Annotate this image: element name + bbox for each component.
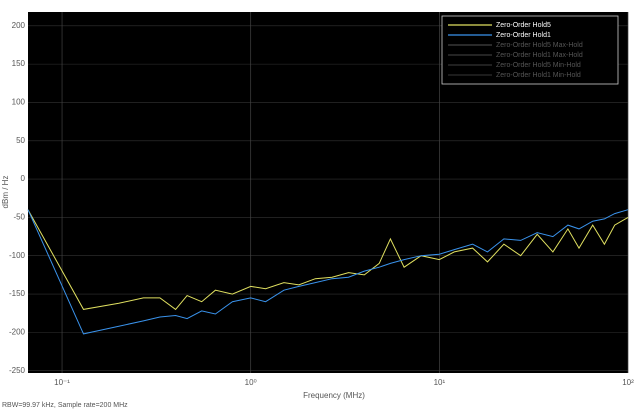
legend-label: Zero-Order Hold1 — [496, 32, 551, 39]
legend-label: Zero-Order Hold5 Max-Hold — [496, 42, 583, 49]
y-tick-label: 0 — [21, 174, 26, 183]
legend: Zero-Order Hold5 Zero-Order Hold1 Zero-Ord… — [441, 15, 619, 85]
y-tick-label: 200 — [12, 21, 26, 30]
legend-label: Zero-Order Hold1 Max-Hold — [496, 52, 583, 59]
y-tick-label: 50 — [16, 136, 25, 145]
y-axis-label: dBm / Hz — [1, 176, 10, 209]
legend-label: Zero-Order Hold5 — [496, 22, 551, 29]
footer: RBW=99.97 kHz, Sample rate=200 MHz — [2, 402, 128, 409]
x-tick-label: 10¹ — [434, 378, 446, 387]
x-tick-label: 10² — [622, 378, 634, 387]
x-tick-label: 10⁰ — [245, 378, 257, 387]
y-tick-label: -250 — [9, 366, 26, 375]
x-axis-label: Frequency (MHz) — [303, 391, 365, 400]
y-tick-label: 150 — [12, 59, 26, 68]
legend-label: Zero-Order Hold1 Min-Hold — [496, 72, 581, 79]
y-tick-label: -100 — [9, 251, 26, 260]
y-tick-label: 100 — [12, 98, 26, 107]
y-tick-label: -200 — [9, 327, 26, 336]
series-line — [27, 209, 629, 335]
legend-label: Zero-Order Hold5 Min-Hold — [496, 62, 581, 69]
y-tick-label: -50 — [13, 213, 25, 222]
legend-box — [441, 15, 619, 85]
x-tick-label: 10⁻¹ — [54, 378, 70, 387]
y-tick-label: -150 — [9, 289, 26, 298]
